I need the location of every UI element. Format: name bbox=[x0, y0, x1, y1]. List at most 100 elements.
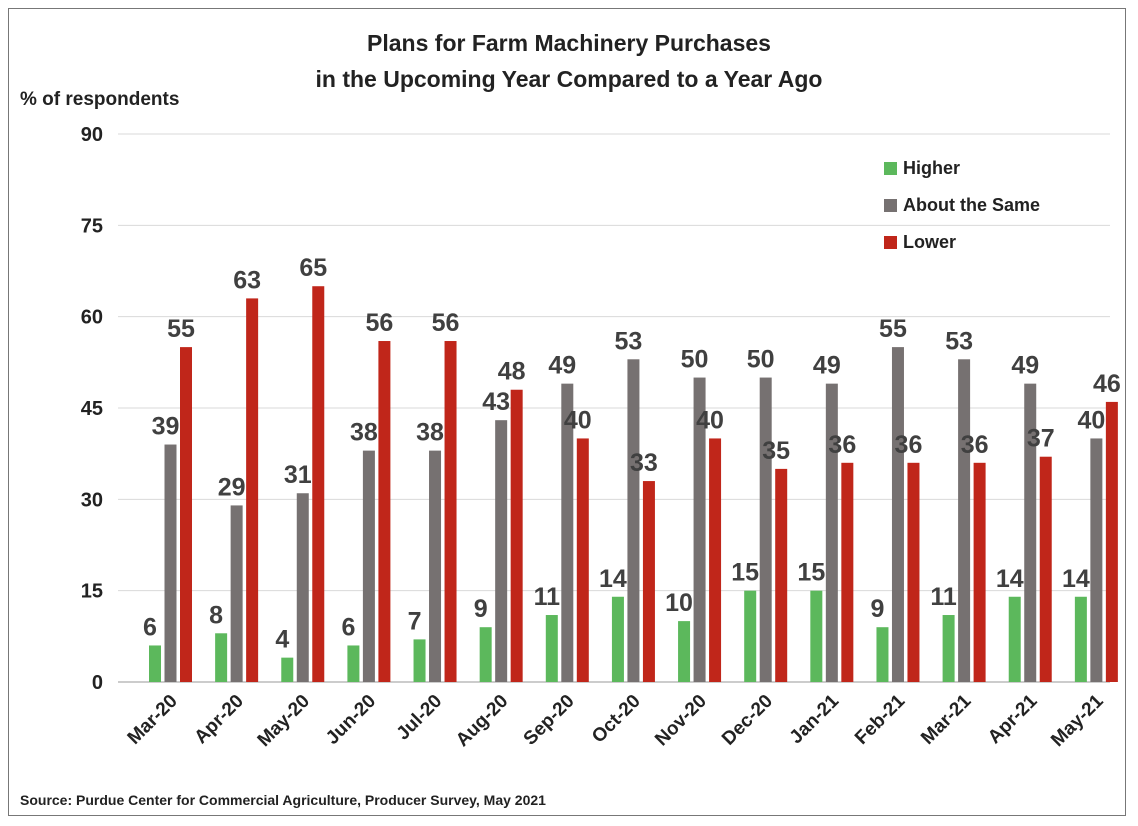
legend: Higher About the Same Lower bbox=[884, 150, 1040, 261]
bar-higher bbox=[1074, 596, 1087, 682]
bar-about-the-same bbox=[495, 420, 508, 682]
legend-swatch-higher bbox=[884, 162, 897, 175]
bar-about-the-same bbox=[230, 505, 243, 682]
bar-lower bbox=[973, 462, 986, 682]
data-label-lower: 46 bbox=[1093, 370, 1121, 398]
bar-higher bbox=[744, 590, 757, 682]
bar-about-the-same bbox=[429, 450, 442, 682]
y-tick-label: 30 bbox=[81, 489, 103, 511]
data-label-about-the-same: 49 bbox=[548, 352, 576, 380]
bar-higher bbox=[611, 596, 624, 682]
data-label-about-the-same: 31 bbox=[284, 461, 312, 489]
chart-subtitle: in the Upcoming Year Compared to a Year … bbox=[315, 66, 823, 92]
y-tick-label: 75 bbox=[81, 215, 103, 237]
legend-item-about-the-same: About the Same bbox=[884, 187, 1040, 224]
bar-lower bbox=[444, 341, 457, 682]
y-tick-label: 0 bbox=[92, 672, 103, 694]
data-label-higher: 14 bbox=[599, 565, 627, 593]
y-axis-ticks: 0 15 30 45 60 75 90 bbox=[81, 124, 103, 694]
bar-lower bbox=[775, 468, 788, 682]
x-tick-label: Apr-20 bbox=[191, 691, 248, 748]
source-note: Source: Purdue Center for Commercial Agr… bbox=[20, 792, 546, 808]
data-label-lower: 48 bbox=[498, 358, 526, 386]
x-axis-ticks: Mar-20 Apr-20 May-20 Jun-20 Jul-20 Aug-20 Sep-… bbox=[124, 690, 1108, 751]
bar-lower bbox=[1039, 456, 1052, 682]
data-label-higher: 4 bbox=[275, 626, 289, 654]
bar-higher bbox=[876, 627, 889, 682]
data-label-lower: 36 bbox=[828, 431, 856, 459]
x-tick-label: Jul-20 bbox=[393, 691, 447, 745]
bar-about-the-same bbox=[164, 444, 177, 682]
data-label-lower: 65 bbox=[299, 254, 327, 282]
data-label-higher: 14 bbox=[1062, 565, 1090, 593]
data-label-higher: 8 bbox=[209, 601, 223, 629]
data-label-higher: 6 bbox=[143, 613, 157, 641]
data-label-lower: 33 bbox=[630, 449, 658, 477]
bar-about-the-same bbox=[1024, 383, 1037, 682]
bar-lower bbox=[642, 481, 655, 682]
bar-about-the-same bbox=[958, 359, 971, 682]
data-label-higher: 11 bbox=[930, 583, 957, 611]
bar-lower bbox=[709, 438, 722, 682]
x-tick-label: Oct-20 bbox=[588, 691, 645, 748]
data-label-lower: 37 bbox=[1027, 425, 1055, 453]
bar-higher bbox=[347, 645, 360, 682]
bar-higher bbox=[545, 615, 558, 682]
x-tick-label: Apr-21 bbox=[984, 690, 1042, 748]
data-label-about-the-same: 39 bbox=[152, 413, 180, 441]
bar-lower bbox=[246, 298, 259, 682]
chart-title: Plans for Farm Machinery Purchases bbox=[367, 30, 771, 56]
bar-lower bbox=[576, 438, 589, 682]
y-tick-label: 45 bbox=[81, 398, 103, 420]
legend-label-about-the-same: About the Same bbox=[903, 195, 1041, 215]
bar-about-the-same bbox=[1090, 438, 1103, 682]
data-label-higher: 6 bbox=[341, 613, 355, 641]
data-label-higher: 11 bbox=[534, 583, 561, 611]
bar-about-the-same bbox=[362, 450, 375, 682]
data-label-higher: 10 bbox=[665, 589, 693, 617]
bar-about-the-same bbox=[693, 377, 706, 682]
x-tick-label: Sep-20 bbox=[520, 691, 579, 750]
x-tick-label: Jun-20 bbox=[322, 691, 380, 749]
bar-higher bbox=[678, 621, 691, 682]
x-tick-label: Mar-20 bbox=[124, 691, 182, 749]
y-tick-label: 60 bbox=[81, 307, 103, 329]
bar-higher bbox=[215, 633, 228, 682]
data-label-about-the-same: 49 bbox=[813, 352, 841, 380]
legend-swatch-about-the-same bbox=[884, 199, 897, 212]
legend-label-lower: Lower bbox=[903, 232, 957, 252]
bars bbox=[149, 286, 1118, 682]
bar-about-the-same bbox=[627, 359, 640, 682]
bar-lower bbox=[510, 389, 523, 682]
legend-item-higher: Higher bbox=[884, 150, 1040, 187]
y-axis-label: % of respondents bbox=[20, 89, 180, 110]
data-label-lower: 55 bbox=[167, 315, 195, 343]
bar-about-the-same bbox=[759, 377, 772, 682]
data-label-higher: 15 bbox=[797, 559, 825, 587]
data-label-about-the-same: 50 bbox=[747, 346, 775, 374]
data-label-higher: 9 bbox=[474, 595, 488, 623]
data-label-about-the-same: 29 bbox=[218, 473, 246, 501]
x-tick-label: Dec-20 bbox=[718, 691, 777, 750]
bar-lower bbox=[907, 462, 920, 682]
bar-higher bbox=[1008, 596, 1021, 682]
x-tick-label: Jan-21 bbox=[786, 690, 844, 748]
data-label-lower: 63 bbox=[233, 266, 261, 294]
data-label-about-the-same: 50 bbox=[681, 346, 709, 374]
data-label-about-the-same: 49 bbox=[1011, 352, 1039, 380]
bar-lower bbox=[1105, 401, 1118, 682]
data-label-about-the-same: 43 bbox=[482, 388, 510, 416]
legend-label-higher: Higher bbox=[903, 158, 961, 178]
y-tick-label: 90 bbox=[81, 124, 103, 146]
x-tick-label: May-21 bbox=[1047, 690, 1108, 751]
bar-about-the-same bbox=[296, 493, 309, 682]
x-tick-label: Aug-20 bbox=[452, 691, 512, 751]
data-label-lower: 36 bbox=[961, 431, 989, 459]
bar-higher bbox=[149, 645, 161, 682]
bar-lower bbox=[378, 341, 391, 682]
data-label-about-the-same: 38 bbox=[416, 419, 444, 447]
x-tick-label: Feb-21 bbox=[851, 690, 909, 748]
bar-lower bbox=[312, 286, 325, 682]
data-label-lower: 56 bbox=[432, 309, 460, 337]
